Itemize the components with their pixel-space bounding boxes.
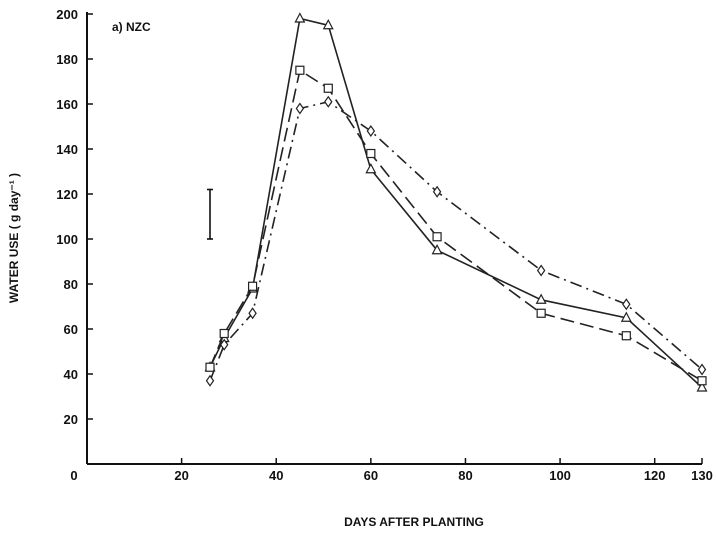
triangle-marker	[431, 243, 443, 255]
square-marker	[219, 328, 229, 339]
y-tick-label: 200	[56, 7, 78, 22]
square-marker	[621, 331, 631, 341]
square-marker	[432, 232, 442, 242]
square-marker	[366, 148, 376, 159]
y-tick-label: 180	[56, 52, 78, 67]
y-tick-label: 20	[64, 412, 78, 427]
diamond-marker	[622, 298, 631, 311]
series-line-diamond	[209, 100, 703, 382]
square-marker	[295, 65, 305, 75]
series-line-square	[209, 69, 703, 382]
triangle-marker	[620, 311, 632, 322]
series-layer	[204, 12, 708, 392]
diamond-marker	[219, 338, 229, 351]
x-tick-label: 130	[691, 468, 713, 483]
square-marker	[205, 362, 215, 372]
diamond-marker	[248, 307, 257, 320]
panel-label: a) NZC	[112, 20, 151, 34]
y-tick-label: 120	[56, 187, 78, 202]
triangle-marker	[365, 162, 377, 174]
series-line-triangle	[209, 17, 703, 389]
square-marker	[536, 308, 546, 318]
y-tick-label: 80	[64, 277, 78, 292]
diamond-marker	[366, 124, 376, 138]
triangle-marker	[294, 12, 306, 23]
x-tick-label: 60	[364, 468, 378, 483]
y-tick-labels: 20 40 60 80 100 120 140 160 180 200	[56, 7, 78, 427]
axis-ticks	[87, 13, 703, 464]
y-tick-label: 60	[64, 322, 78, 337]
square-marker	[247, 281, 258, 291]
x-tick-label: 120	[644, 468, 666, 483]
x-tick-label: 20	[174, 468, 188, 483]
x-tick-label: 0	[70, 468, 77, 483]
y-tick-label: 140	[56, 142, 78, 157]
y-tick-label: 160	[56, 97, 78, 112]
diamond-marker	[295, 102, 305, 115]
error-bar	[207, 188, 213, 240]
diamond-marker	[205, 374, 215, 387]
x-tick-label: 100	[549, 468, 571, 483]
diamond-marker	[697, 363, 707, 376]
x-axis-title: DAYS AFTER PLANTING	[344, 515, 484, 529]
series-triangle	[204, 12, 708, 392]
diamond-marker	[324, 95, 333, 108]
x-tick-labels: 0 20 40 60 80 100 120 130	[70, 468, 712, 483]
square-marker	[323, 83, 333, 93]
diamond-marker	[432, 185, 442, 198]
x-tick-label: 80	[458, 468, 472, 483]
series-square	[205, 65, 707, 386]
y-axis-title: WATER USE ( g day⁻¹ )	[7, 173, 21, 303]
y-tick-label: 100	[56, 232, 78, 247]
axes	[86, 12, 702, 465]
triangle-marker	[535, 293, 547, 304]
square-marker	[697, 376, 707, 386]
y-tick-label: 40	[64, 367, 78, 382]
x-tick-label: 40	[269, 468, 283, 483]
triangle-marker	[322, 18, 334, 30]
series-diamond	[205, 95, 707, 387]
triangle-marker	[696, 381, 708, 392]
diamond-marker	[536, 264, 546, 277]
